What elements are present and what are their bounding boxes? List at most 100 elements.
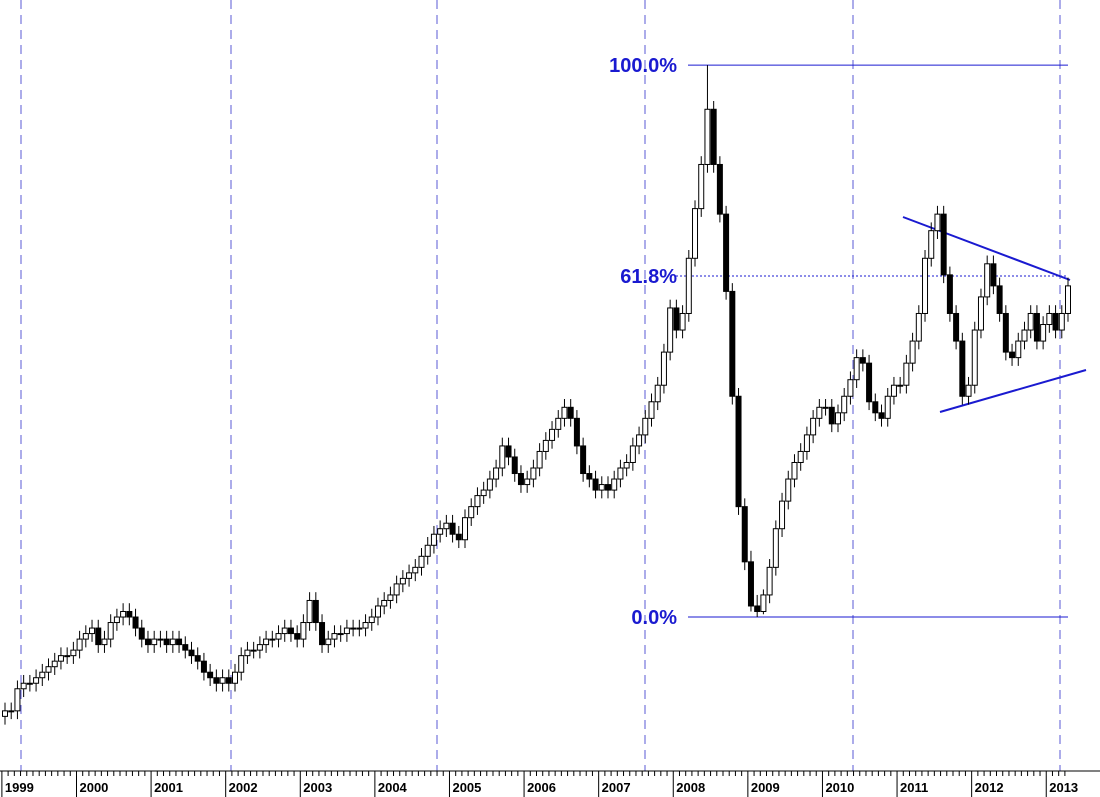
candle-body xyxy=(343,627,350,635)
candle-body xyxy=(437,528,444,535)
candle-body xyxy=(928,230,935,259)
candle-body xyxy=(232,671,239,684)
candle-body xyxy=(853,357,860,381)
candle-body xyxy=(648,401,655,419)
candle-body xyxy=(555,417,562,430)
candle-body xyxy=(573,417,580,447)
candle-body xyxy=(897,384,904,387)
candle-body xyxy=(909,340,916,364)
x-tick-label: 2005 xyxy=(452,780,481,795)
candle-body xyxy=(207,671,214,679)
candle-body xyxy=(990,263,997,287)
candle-body xyxy=(163,638,170,646)
x-tick-label: 2012 xyxy=(975,780,1004,795)
candle-body xyxy=(623,461,630,469)
candle-body xyxy=(977,296,984,331)
candle-body xyxy=(107,622,114,640)
candle-body xyxy=(455,533,462,541)
candle-body xyxy=(959,340,966,397)
candle-body xyxy=(884,395,891,419)
candle-body xyxy=(816,406,823,419)
candle-body xyxy=(903,362,910,386)
candle-body xyxy=(169,638,176,646)
candle-body xyxy=(934,213,941,232)
level-label: 100.0% xyxy=(609,55,677,77)
candle-body xyxy=(76,638,83,651)
candle-body xyxy=(443,522,450,530)
candle-body xyxy=(126,611,133,618)
x-tick-label: 2009 xyxy=(751,780,780,795)
candle-body xyxy=(642,417,649,436)
candle-body xyxy=(592,478,599,491)
candle-body xyxy=(1002,312,1009,353)
candle-body xyxy=(524,478,531,486)
candle-body xyxy=(244,649,251,657)
candle-body xyxy=(14,688,21,712)
candle-body xyxy=(45,666,52,673)
candle-body xyxy=(144,638,151,646)
candle-body xyxy=(785,478,792,502)
candle-body xyxy=(660,351,667,386)
candle-body xyxy=(33,677,40,684)
cycle-lines xyxy=(20,0,1061,771)
candle-body xyxy=(89,627,96,635)
candle-body xyxy=(766,566,773,596)
x-tick-label: 2011 xyxy=(900,780,928,795)
candle-body xyxy=(915,312,922,342)
candle-body xyxy=(113,616,120,624)
candle-body xyxy=(1033,312,1040,342)
candle-body xyxy=(176,638,183,646)
candle-body xyxy=(940,213,947,276)
candle-body xyxy=(250,649,257,652)
candle-body xyxy=(499,445,506,469)
candle-body xyxy=(716,163,723,215)
trend-line xyxy=(939,369,1087,413)
candle-body xyxy=(698,163,705,210)
x-tick-label: 2010 xyxy=(825,780,854,795)
candle-body xyxy=(971,329,978,386)
candle-body xyxy=(306,599,313,624)
candle-body xyxy=(387,594,394,601)
candle-body xyxy=(20,682,27,690)
x-tick-label: 2001 xyxy=(154,780,183,795)
x-tick-label: 2013 xyxy=(1049,780,1078,795)
x-tick-label: 2002 xyxy=(229,780,258,795)
candle-body xyxy=(39,671,46,679)
candle-body xyxy=(1015,340,1022,359)
candle-body xyxy=(673,307,680,331)
candle-body xyxy=(374,605,381,618)
candle-body xyxy=(530,467,537,480)
candle-body xyxy=(747,561,754,607)
candle-body xyxy=(772,528,779,568)
candle-body xyxy=(138,627,145,640)
candle-body xyxy=(393,583,400,596)
candle-body xyxy=(300,622,307,640)
x-tick-label: 2004 xyxy=(378,780,408,795)
candle-body xyxy=(549,428,556,441)
candle-body xyxy=(779,500,786,530)
candle-body xyxy=(617,467,624,480)
candle-body xyxy=(468,506,475,519)
candle-body xyxy=(580,445,587,475)
candle-body xyxy=(1046,312,1053,326)
candle-body xyxy=(424,544,431,557)
candle-body xyxy=(847,379,854,397)
candle-body xyxy=(474,495,481,508)
candle-body xyxy=(685,257,692,314)
candle-body xyxy=(480,489,487,497)
candle-body xyxy=(132,616,139,629)
candle-body xyxy=(1009,351,1016,359)
candle-body xyxy=(151,638,158,646)
candle-body xyxy=(275,633,282,640)
candle-body xyxy=(51,660,58,668)
candle-body xyxy=(760,594,767,613)
candle-body xyxy=(182,644,189,651)
candle-body xyxy=(704,108,711,165)
candle-body xyxy=(331,633,338,640)
candle-body xyxy=(493,467,500,480)
candle-body xyxy=(82,633,89,640)
candle-body xyxy=(157,638,164,641)
candle-body xyxy=(269,638,276,641)
candle-body xyxy=(362,622,369,629)
candle-body xyxy=(797,450,804,463)
